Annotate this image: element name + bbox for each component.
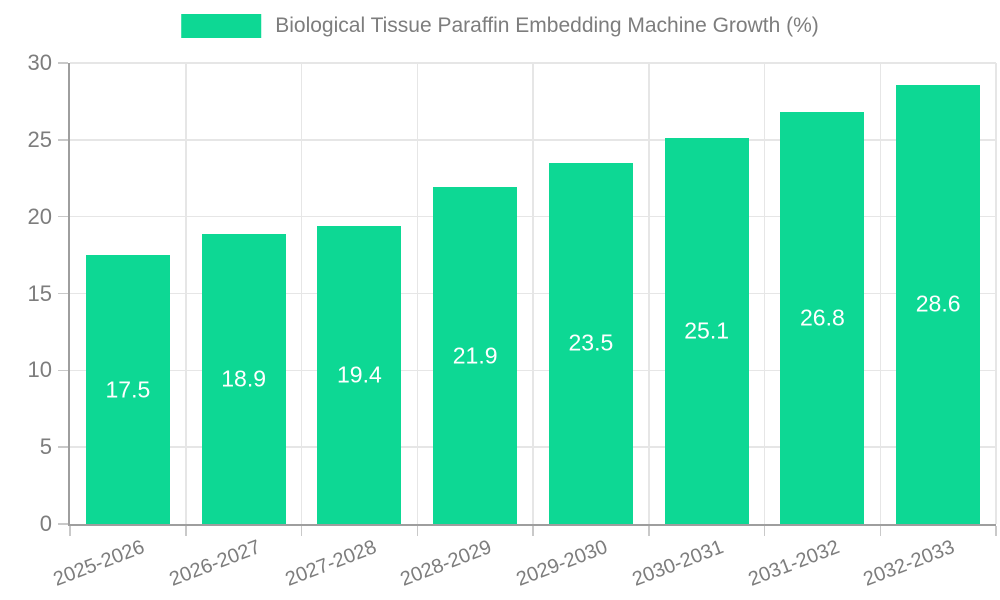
x-axis-tick <box>995 526 997 536</box>
gridline-vertical <box>648 63 650 524</box>
y-tick-label: 30 <box>27 50 52 75</box>
x-label-cell: 2032-2033 <box>861 524 996 600</box>
gridline-vertical <box>763 63 766 524</box>
bar[interactable]: 17.5 <box>85 255 170 524</box>
x-axis-tick <box>416 526 418 536</box>
y-axis-tick <box>58 292 68 295</box>
bar-value-label: 23.5 <box>568 329 614 356</box>
bar[interactable]: 21.9 <box>433 187 518 524</box>
y-axis-tick <box>58 369 68 372</box>
x-label-cell: 2030-2031 <box>629 524 765 600</box>
bar-value-label: 26.8 <box>799 304 845 331</box>
bar[interactable]: 19.4 <box>317 225 402 524</box>
y-tick-label: 10 <box>27 357 52 383</box>
bar-value-label: 17.5 <box>105 376 151 403</box>
bar-value-label: 25.1 <box>684 317 730 344</box>
x-axis-tick <box>879 526 881 536</box>
bar[interactable]: 25.1 <box>664 138 749 524</box>
legend-label: Biological Tissue Paraffin Embedding Mac… <box>275 14 819 37</box>
x-axis-tick <box>300 526 303 536</box>
x-axis-tick <box>532 526 534 536</box>
legend-swatch <box>181 14 262 38</box>
y-tick-label: 5 <box>39 434 52 460</box>
x-axis-tick <box>185 526 187 536</box>
y-tick-label: 15 <box>27 280 52 306</box>
bar[interactable]: 28.6 <box>896 84 981 524</box>
bar[interactable]: 23.5 <box>548 162 633 524</box>
x-label-cell: 2025-2026 <box>51 524 186 600</box>
x-axis-tick <box>763 526 766 536</box>
y-tick-label: 20 <box>27 203 52 229</box>
legend[interactable]: Biological Tissue Paraffin Embedding Mac… <box>181 14 819 38</box>
gridline-vertical <box>416 63 418 524</box>
y-axis-tick <box>58 446 68 448</box>
bar-value-label: 28.6 <box>915 290 961 317</box>
gridline-vertical <box>185 63 187 524</box>
plot-area: 0 5 10 15 20 25 30 17.5 2025-2026 18.9 2026-2027 19… <box>28 50 997 591</box>
y-axis-tick <box>58 215 68 218</box>
gridline-vertical <box>300 63 303 524</box>
gridline-vertical <box>532 63 534 524</box>
x-label-cell: 2026-2027 <box>166 524 302 600</box>
x-axis-tick <box>648 526 650 536</box>
y-axis-tick <box>58 523 68 525</box>
bar-value-label: 18.9 <box>221 365 267 392</box>
bar-value-label: 21.9 <box>452 342 498 369</box>
x-axis-tick <box>69 526 71 536</box>
y-tick-label: 0 <box>39 511 52 536</box>
x-label-cell: 2028-2029 <box>398 524 533 600</box>
x-tick-label: 2025-2026 <box>50 536 148 591</box>
x-label-cell: 2029-2030 <box>514 524 649 600</box>
gridline-vertical <box>879 63 881 524</box>
gridline-vertical <box>995 63 997 524</box>
bar[interactable]: 26.8 <box>780 112 865 524</box>
bar-value-label: 19.4 <box>336 361 382 388</box>
y-axis-tick <box>58 139 68 141</box>
x-label-cell: 2031-2032 <box>745 524 881 600</box>
x-label-cell: 2027-2028 <box>282 524 418 600</box>
bar[interactable]: 18.9 <box>201 233 286 524</box>
y-axis-tick <box>58 62 68 64</box>
y-tick-label: 25 <box>27 126 52 152</box>
